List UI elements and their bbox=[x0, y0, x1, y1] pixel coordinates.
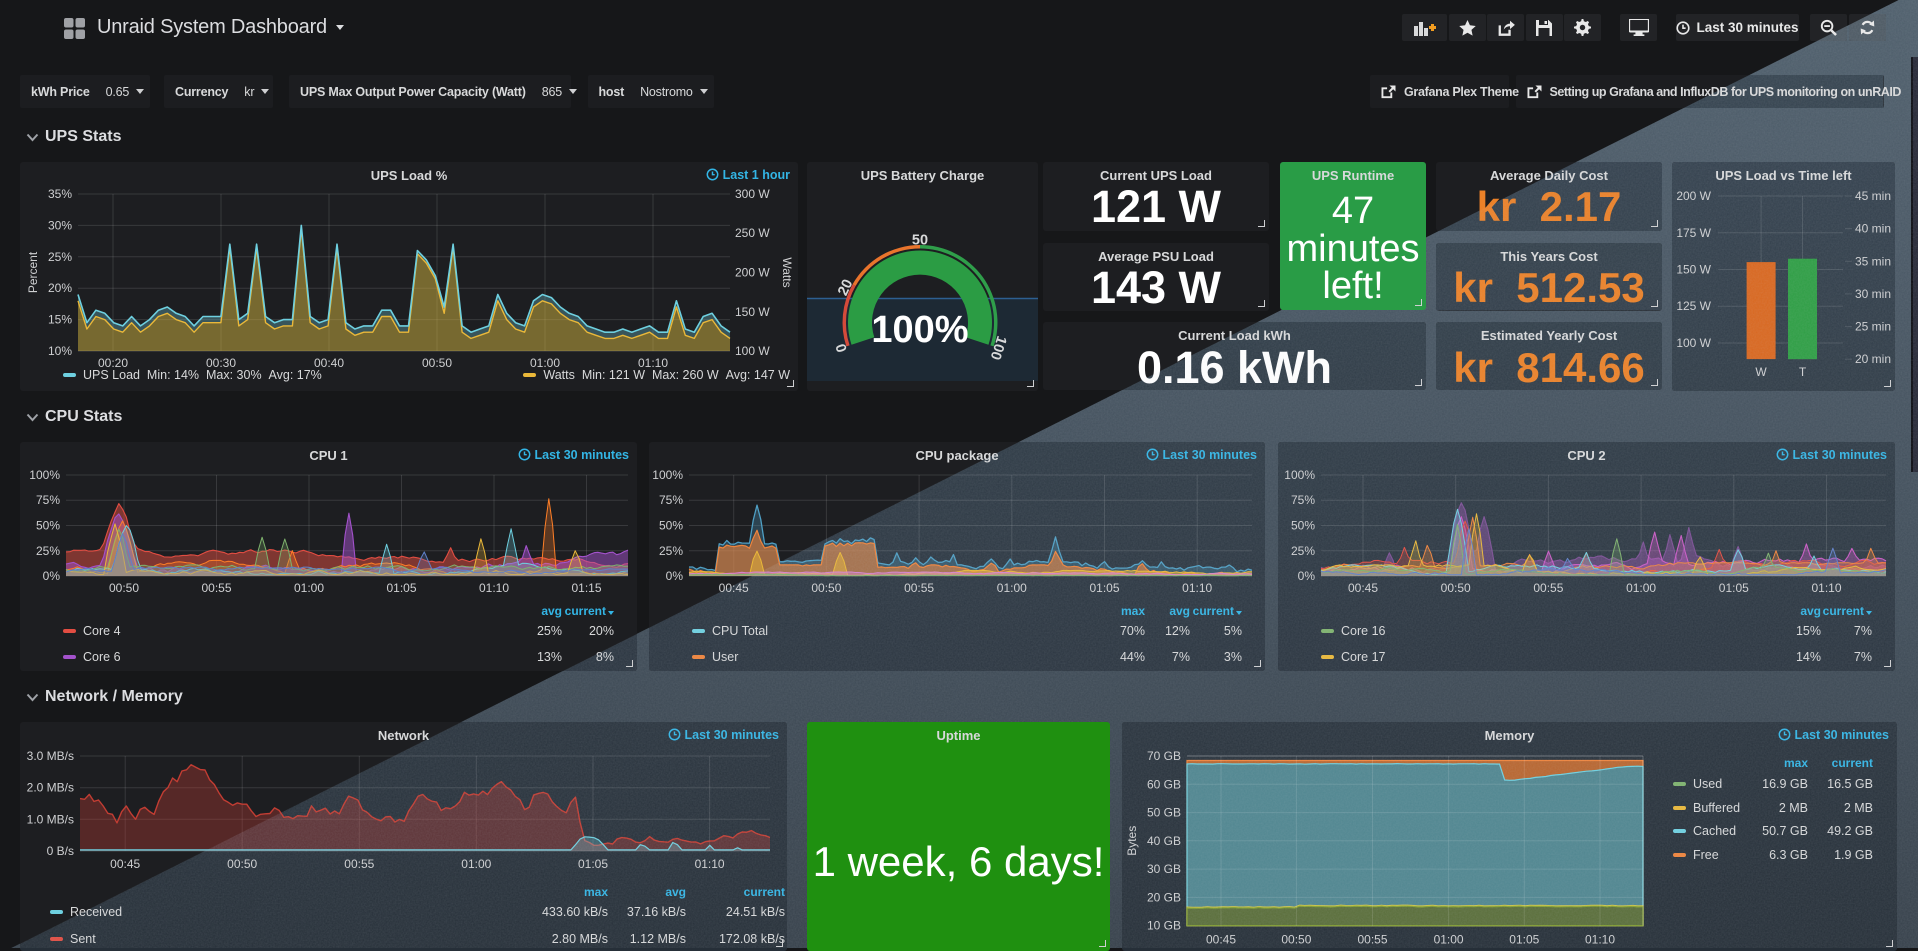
svg-text:75%: 75% bbox=[659, 493, 683, 507]
svg-text:40 min: 40 min bbox=[1855, 222, 1891, 236]
svg-text:01:15: 01:15 bbox=[571, 581, 601, 595]
svg-text:01:10: 01:10 bbox=[1182, 581, 1212, 595]
svg-text:0%: 0% bbox=[1298, 569, 1316, 583]
svg-text:01:05: 01:05 bbox=[1089, 581, 1119, 595]
svg-text:35 min: 35 min bbox=[1855, 254, 1891, 268]
svg-text:25%: 25% bbox=[36, 544, 60, 558]
svg-text:00:50: 00:50 bbox=[422, 356, 452, 370]
svg-text:01:00: 01:00 bbox=[294, 581, 324, 595]
svg-text:100%: 100% bbox=[871, 309, 968, 351]
svg-text:00:55: 00:55 bbox=[1533, 581, 1563, 595]
svg-text:01:05: 01:05 bbox=[386, 581, 416, 595]
svg-text:1.0 MB/s: 1.0 MB/s bbox=[27, 812, 74, 826]
svg-text:30%: 30% bbox=[48, 218, 72, 232]
svg-text:50%: 50% bbox=[1291, 519, 1315, 533]
svg-text:200 W: 200 W bbox=[735, 266, 770, 280]
svg-text:0%: 0% bbox=[666, 569, 684, 583]
svg-text:75%: 75% bbox=[1291, 493, 1315, 507]
svg-text:75%: 75% bbox=[36, 493, 60, 507]
svg-text:01:10: 01:10 bbox=[695, 857, 725, 871]
svg-text:100%: 100% bbox=[29, 468, 60, 482]
svg-text:25%: 25% bbox=[1291, 544, 1315, 558]
svg-text:00:45: 00:45 bbox=[1348, 581, 1378, 595]
svg-text:00:45: 00:45 bbox=[1206, 933, 1236, 947]
svg-text:100 W: 100 W bbox=[735, 344, 770, 358]
svg-text:20: 20 bbox=[835, 277, 856, 298]
svg-text:00:55: 00:55 bbox=[1357, 933, 1387, 947]
svg-text:Percent: Percent bbox=[26, 251, 40, 293]
svg-text:01:10: 01:10 bbox=[1585, 933, 1615, 947]
svg-text:01:10: 01:10 bbox=[1811, 581, 1841, 595]
svg-text:01:00: 01:00 bbox=[997, 581, 1027, 595]
svg-text:25%: 25% bbox=[48, 250, 72, 264]
svg-text:00:45: 00:45 bbox=[719, 581, 749, 595]
svg-text:01:00: 01:00 bbox=[461, 857, 491, 871]
svg-text:01:05: 01:05 bbox=[578, 857, 608, 871]
svg-text:20 min: 20 min bbox=[1855, 352, 1891, 366]
svg-text:3.0 MB/s: 3.0 MB/s bbox=[27, 749, 74, 763]
svg-text:50: 50 bbox=[912, 233, 928, 249]
svg-text:01:05: 01:05 bbox=[1719, 581, 1749, 595]
svg-text:00:50: 00:50 bbox=[1441, 581, 1471, 595]
svg-text:00:50: 00:50 bbox=[227, 857, 257, 871]
svg-text:300 W: 300 W bbox=[735, 187, 770, 201]
svg-text:25%: 25% bbox=[659, 544, 683, 558]
svg-text:175 W: 175 W bbox=[1676, 226, 1711, 240]
svg-text:50%: 50% bbox=[659, 519, 683, 533]
svg-text:01:10: 01:10 bbox=[479, 581, 509, 595]
svg-text:35%: 35% bbox=[48, 187, 72, 201]
svg-text:10 GB: 10 GB bbox=[1147, 919, 1181, 933]
svg-text:00:55: 00:55 bbox=[344, 857, 374, 871]
svg-text:45 min: 45 min bbox=[1855, 189, 1891, 203]
svg-text:100%: 100% bbox=[652, 468, 683, 482]
svg-text:W: W bbox=[1755, 365, 1767, 379]
svg-text:00:50: 00:50 bbox=[811, 581, 841, 595]
svg-text:25 min: 25 min bbox=[1855, 320, 1891, 334]
svg-text:01:00: 01:00 bbox=[1626, 581, 1656, 595]
svg-text:0 B/s: 0 B/s bbox=[47, 844, 74, 858]
svg-text:T: T bbox=[1799, 365, 1807, 379]
svg-text:250 W: 250 W bbox=[735, 226, 770, 240]
svg-text:0%: 0% bbox=[43, 569, 61, 583]
svg-text:150 W: 150 W bbox=[1676, 263, 1711, 277]
svg-text:15%: 15% bbox=[48, 313, 72, 327]
svg-text:30 min: 30 min bbox=[1855, 287, 1891, 301]
svg-text:100 W: 100 W bbox=[1676, 336, 1711, 350]
svg-text:100%: 100% bbox=[1284, 468, 1315, 482]
svg-text:20%: 20% bbox=[48, 281, 72, 295]
svg-text:00:55: 00:55 bbox=[904, 581, 934, 595]
svg-text:01:05: 01:05 bbox=[1509, 933, 1539, 947]
svg-text:00:55: 00:55 bbox=[201, 581, 231, 595]
svg-text:125 W: 125 W bbox=[1676, 299, 1711, 313]
svg-text:30 GB: 30 GB bbox=[1147, 862, 1181, 876]
svg-text:150 W: 150 W bbox=[735, 305, 770, 319]
svg-text:00:50: 00:50 bbox=[1281, 933, 1311, 947]
svg-text:Watts: Watts bbox=[780, 257, 794, 287]
svg-text:00:50: 00:50 bbox=[109, 581, 139, 595]
svg-text:10%: 10% bbox=[48, 344, 72, 358]
svg-text:50%: 50% bbox=[36, 519, 60, 533]
svg-text:2.0 MB/s: 2.0 MB/s bbox=[27, 781, 74, 795]
svg-text:200 W: 200 W bbox=[1676, 189, 1711, 203]
svg-text:00:45: 00:45 bbox=[110, 857, 140, 871]
svg-text:20 GB: 20 GB bbox=[1147, 890, 1181, 904]
svg-text:01:00: 01:00 bbox=[1434, 933, 1464, 947]
